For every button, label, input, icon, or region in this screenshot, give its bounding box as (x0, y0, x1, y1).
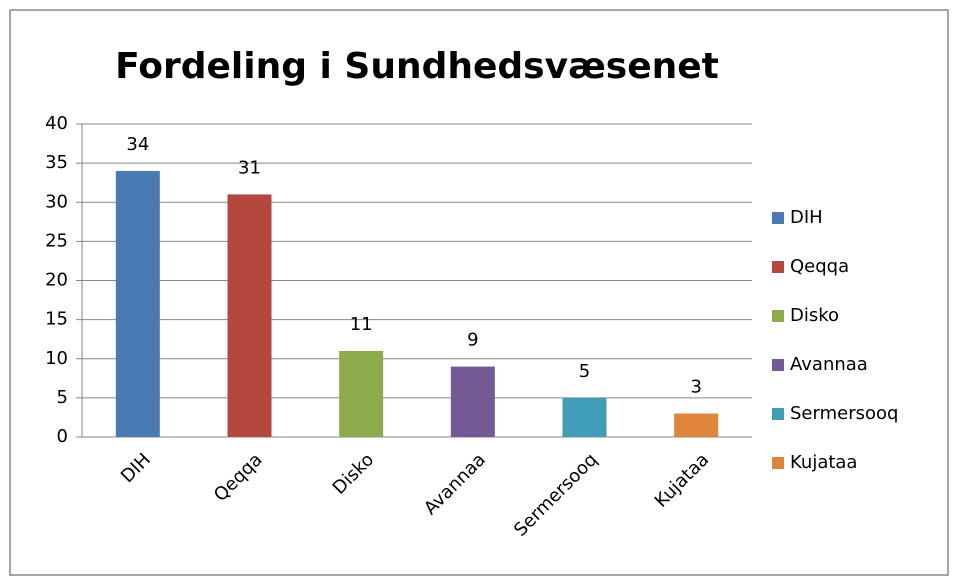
y-tick-label: 0 (57, 426, 68, 447)
data-label: 11 (350, 314, 373, 335)
legend-label: Kujataa (790, 452, 857, 473)
bar (562, 397, 607, 437)
data-label: 34 (126, 134, 149, 155)
bar (450, 366, 495, 437)
data-label: 5 (579, 361, 590, 382)
legend-swatch (772, 310, 784, 322)
legend-label: DIH (790, 207, 823, 228)
data-label: 31 (238, 157, 261, 178)
legend-label: Sermersooq (790, 403, 898, 424)
chart-title: Fordeling i Sundhedsvæsenet (115, 46, 719, 87)
legend-swatch (772, 212, 784, 224)
y-tick-label: 25 (45, 230, 68, 251)
data-label: 3 (690, 377, 701, 398)
y-tick-label: 30 (45, 191, 68, 212)
bar (227, 194, 272, 437)
legend-swatch (772, 408, 784, 420)
legend-swatch (772, 457, 784, 469)
legend-label: Qeqqa (790, 256, 849, 277)
chart-border (9, 9, 949, 576)
y-tick-label: 35 (45, 152, 68, 173)
bar (339, 350, 384, 437)
y-tick-label: 40 (45, 113, 68, 134)
legend-swatch (772, 359, 784, 371)
data-label: 9 (467, 330, 478, 351)
legend-label: Disko (790, 305, 839, 326)
bar (115, 170, 160, 437)
y-tick-label: 15 (45, 309, 68, 330)
legend-swatch (772, 261, 784, 273)
y-tick-label: 5 (57, 387, 68, 408)
bar (674, 413, 719, 437)
y-tick-label: 20 (45, 270, 68, 291)
legend-label: Avannaa (790, 354, 868, 375)
y-tick-label: 10 (45, 348, 68, 369)
